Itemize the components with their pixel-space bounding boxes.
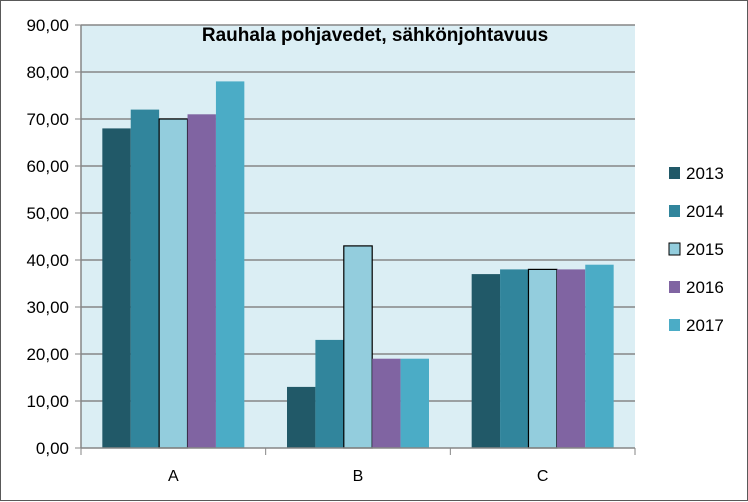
bar-C-2013 (471, 274, 501, 448)
legend-swatch-2014 (669, 205, 680, 217)
y-tick-label: 30,00 (26, 298, 69, 317)
bar-B-2014 (315, 339, 344, 448)
legend-label-2017: 2017 (686, 316, 724, 335)
x-category-label: C (537, 468, 549, 485)
bar-B-2015 (343, 245, 373, 449)
x-category-label: A (168, 468, 179, 485)
legend-label-2014: 2014 (686, 202, 724, 221)
y-tick-labels: 0,00 10,00 20,00 30,00 40,00 50,00 60,00 70,00 8… (26, 16, 69, 458)
legend-swatch-2017 (669, 319, 680, 331)
bar-A-2014 (130, 109, 160, 448)
bar-C-2015 (527, 268, 558, 449)
y-tick-label: 90,00 (26, 16, 69, 35)
legend-swatch-2013 (669, 167, 680, 179)
legend-label-2016: 2016 (686, 278, 724, 297)
chart-title: Rauhala pohjavedet, sähkönjohtavuus (202, 25, 548, 46)
axes (80, 25, 636, 455)
y-tick-label: 70,00 (26, 110, 69, 129)
bar-B-2013 (287, 386, 316, 448)
y-tick-label: 80,00 (26, 63, 69, 82)
bar-C-2014 (500, 269, 529, 448)
bar-C-2016 (556, 269, 586, 448)
bars (102, 81, 614, 449)
y-tick-label: 20,00 (26, 345, 69, 364)
x-category-labels: A B C (168, 468, 548, 485)
bar-B-2017 (400, 358, 429, 448)
bar-C-2017 (585, 264, 614, 448)
legend-label-2015: 2015 (686, 240, 724, 259)
y-tick-label: 40,00 (26, 251, 69, 270)
x-category-label: B (353, 468, 364, 485)
legend-swatch-2016 (669, 281, 680, 293)
legend-label-2013: 2013 (686, 164, 724, 183)
y-tick-label: 60,00 (26, 157, 69, 176)
legend: 2013 2014 2015 2016 2017 (668, 164, 724, 335)
bar-B-2016 (372, 358, 401, 448)
legend-swatch-2015 (668, 242, 681, 256)
bar-A-2013 (102, 128, 131, 448)
bar-A-2015 (158, 118, 189, 449)
bar-A-2016 (187, 114, 216, 449)
y-tick-label: 0,00 (36, 439, 69, 458)
y-tick-label: 10,00 (26, 392, 69, 411)
bar-A-2017 (215, 81, 245, 449)
y-tick-label: 50,00 (26, 204, 69, 223)
